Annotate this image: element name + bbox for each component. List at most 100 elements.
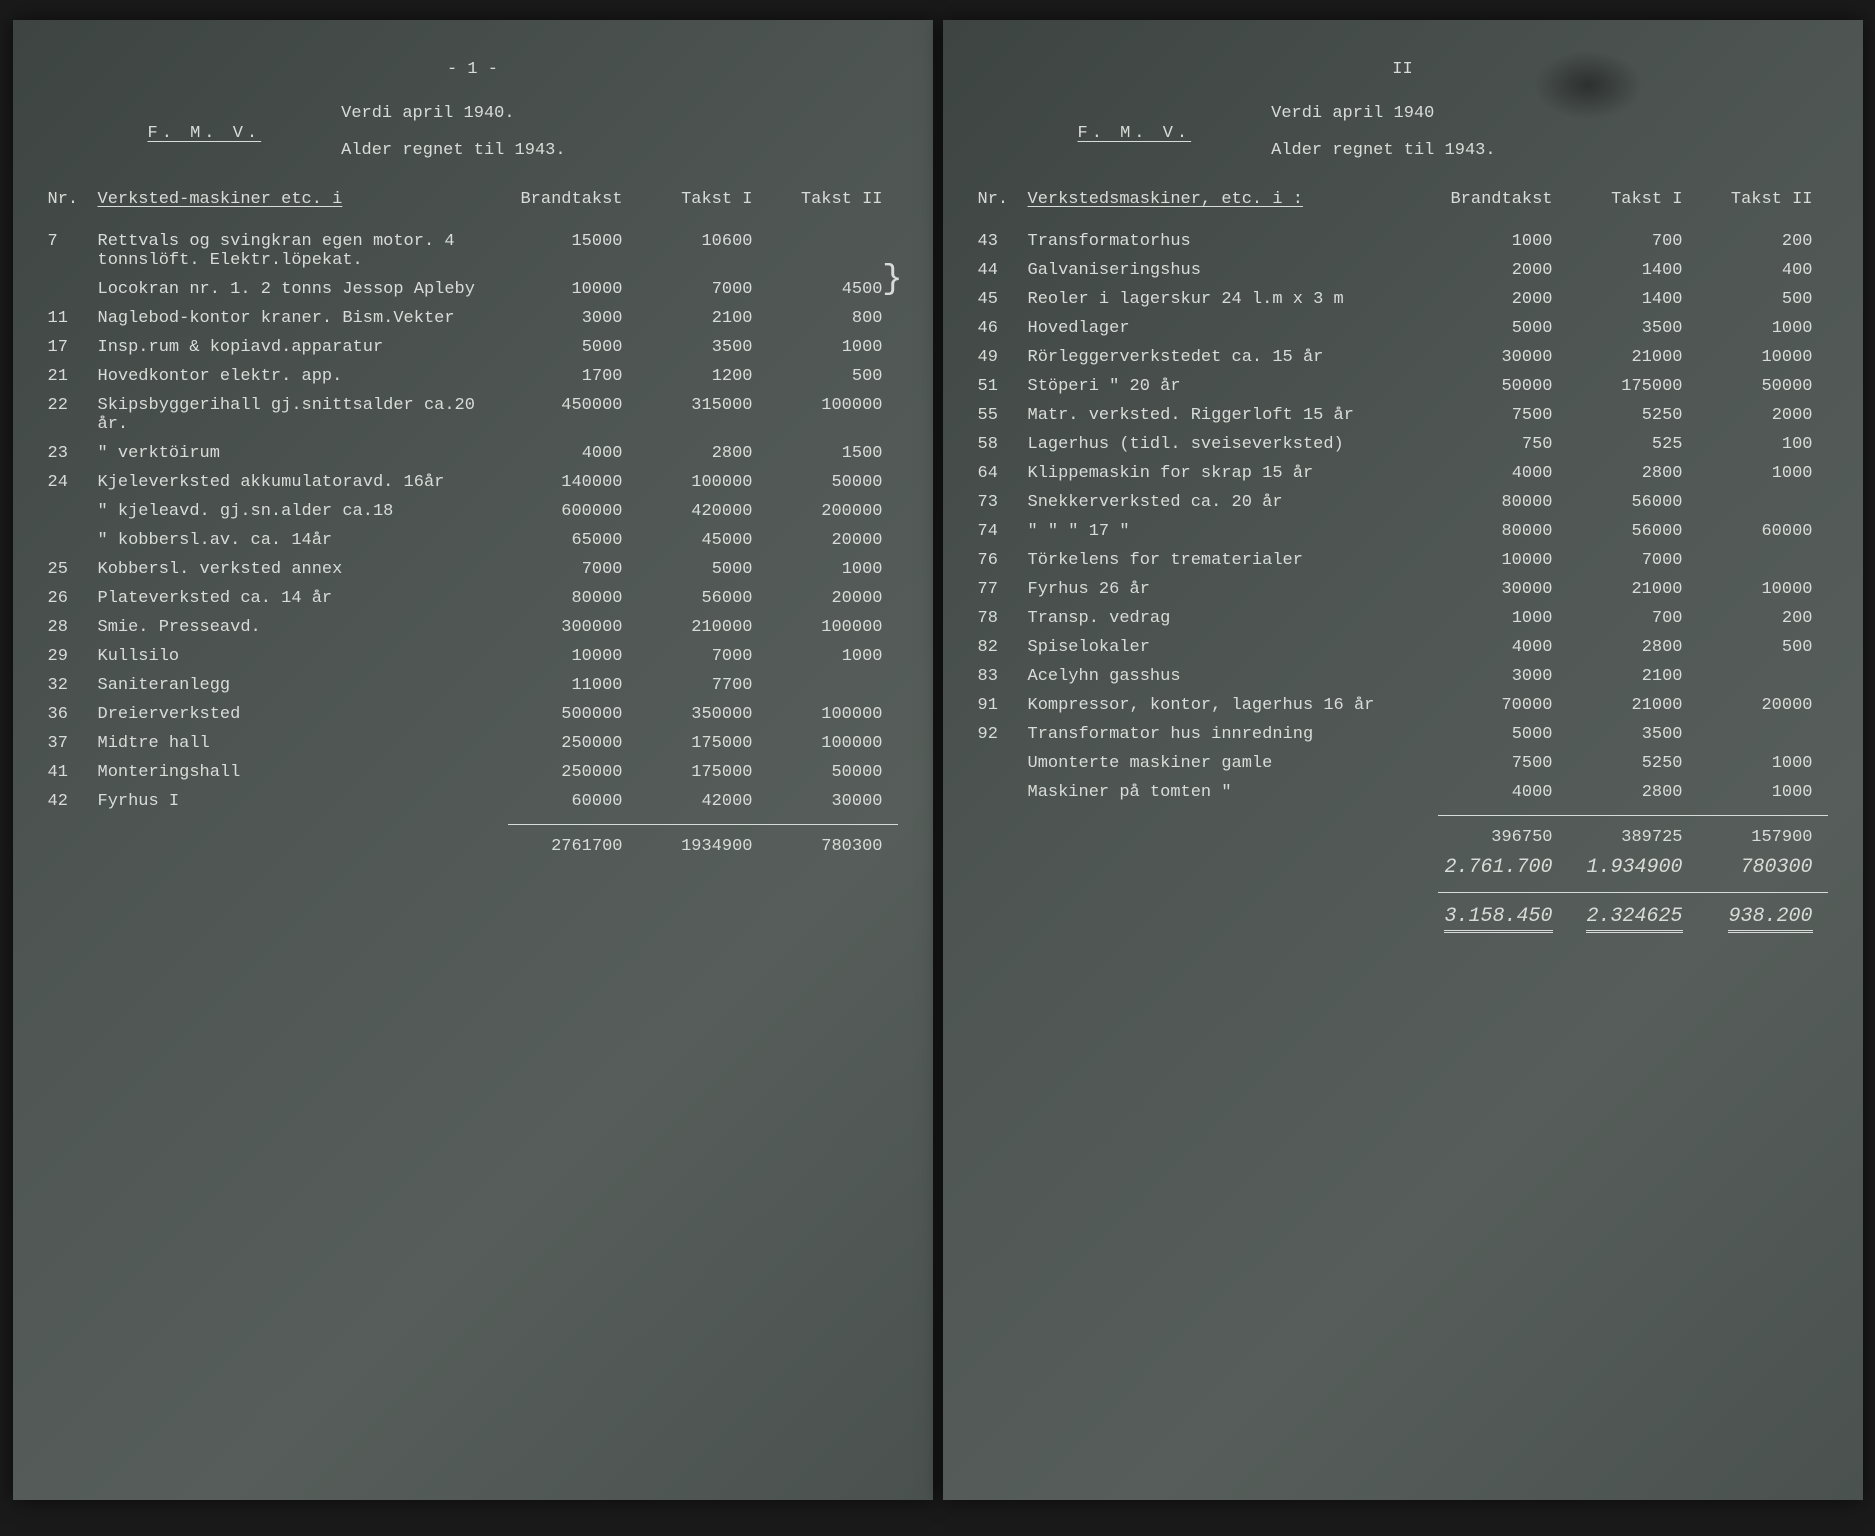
row-v2: 2800 [1568, 778, 1698, 807]
row-v1: 15000 [508, 227, 638, 275]
row-v3: 100000 [768, 729, 898, 758]
header-right-1: Verdi april 1940. Alder regnet til 1943. [341, 104, 565, 160]
row-v1: 65000 [508, 526, 638, 555]
row-desc: Dreierverksted [98, 700, 508, 729]
row-v2: 7000 [638, 642, 768, 671]
totals-rule-2 [1438, 815, 1828, 816]
row-v2: 7700 [638, 671, 768, 700]
row-v3 [1698, 662, 1828, 691]
row-nr [978, 778, 1028, 807]
row-v3: 1000 [1698, 314, 1828, 343]
row-nr: 23 [48, 439, 98, 468]
row-v1: 50000 [1438, 372, 1568, 401]
row-v3: 20000 [768, 526, 898, 555]
row-nr: 58 [978, 430, 1028, 459]
table-row: 83Acelyhn gasshus30002100 [978, 662, 1828, 691]
row-v2: 3500 [1568, 720, 1698, 749]
data-table-1: 7Rettvals og svingkran egen motor. 4 ton… [48, 227, 898, 816]
table-row: Umonterte maskiner gamle750052501000 [978, 749, 1828, 778]
row-v2: 2800 [1568, 633, 1698, 662]
col-brandtakst-1: Brandtakst [508, 190, 638, 209]
row-v2: 175000 [1568, 372, 1698, 401]
title-verdi-1: Verdi april 1940. [341, 104, 565, 123]
row-v1: 4000 [508, 439, 638, 468]
row-nr: 77 [978, 575, 1028, 604]
row-v1: 10000 [1438, 546, 1568, 575]
col-desc-1: Verksted-maskiner etc. i [98, 190, 508, 209]
row-v3: 1000 [768, 333, 898, 362]
table-row: 91Kompressor, kontor, lagerhus 16 år7000… [978, 691, 1828, 720]
totals-rule-1 [508, 824, 898, 825]
row-desc: Monteringshall [98, 758, 508, 787]
row-v2: 21000 [1568, 343, 1698, 372]
grand-v2: 2.324625 [1568, 901, 1698, 938]
row-v2: 7000 [638, 275, 768, 304]
table-row: 32Saniteranlegg110007700 [48, 671, 898, 700]
row-v2: 700 [1568, 604, 1698, 633]
table-row: 76Törkelens for trematerialer100007000 [978, 546, 1828, 575]
table-row: 42Fyrhus I600004200030000 [48, 787, 898, 816]
subtotal-v3: 157900 [1698, 824, 1828, 852]
row-v1: 600000 [508, 497, 638, 526]
fmv-label-2: F. M. V. [1078, 124, 1192, 160]
row-v2: 1400 [1568, 256, 1698, 285]
row-v3 [1698, 488, 1828, 517]
table-row: 43Transformatorhus1000700200 [978, 227, 1828, 256]
row-desc: Insp.rum & kopiavd.apparatur [98, 333, 508, 362]
row-v1: 30000 [1438, 575, 1568, 604]
table-row: 46Hovedlager500035001000 [978, 314, 1828, 343]
table-row: 24Kjeleverksted akkumulatoravd. 16år1400… [48, 468, 898, 497]
row-v1: 10000 [508, 275, 638, 304]
row-desc: Stöperi " 20 år [1028, 372, 1438, 401]
row-v3: 10000 [1698, 575, 1828, 604]
row-desc: Matr. verksted. Riggerloft 15 år [1028, 401, 1438, 430]
row-nr: 55 [978, 401, 1028, 430]
row-nr [48, 497, 98, 526]
row-v2: 2800 [638, 439, 768, 468]
table-row: 78Transp. vedrag1000700200 [978, 604, 1828, 633]
page-2: II F. M. V. Verdi april 1940 Alder regne… [943, 20, 1863, 1500]
row-v1: 10000 [508, 642, 638, 671]
row-v3: 1000 [768, 642, 898, 671]
col-takst1-2: Takst I [1568, 190, 1698, 209]
row-nr: 21 [48, 362, 98, 391]
row-desc: Reoler i lagerskur 24 l.m x 3 m [1028, 285, 1438, 314]
row-desc: " verktöirum [98, 439, 508, 468]
grand-table-2: 3.158.450 2.324625 938.200 [978, 901, 1828, 938]
row-desc: Smie. Presseavd. [98, 613, 508, 642]
row-nr: 41 [48, 758, 98, 787]
row-v3: 100000 [768, 613, 898, 642]
row-desc: Spiselokaler [1028, 633, 1438, 662]
row-v2: 525 [1568, 430, 1698, 459]
row-v2: 42000 [638, 787, 768, 816]
row-v3: 200000 [768, 497, 898, 526]
row-v3: 200 [1698, 227, 1828, 256]
row-nr: 91 [978, 691, 1028, 720]
row-v2: 5000 [638, 555, 768, 584]
row-v2: 45000 [638, 526, 768, 555]
row-nr: 83 [978, 662, 1028, 691]
row-desc: Transp. vedrag [1028, 604, 1438, 633]
col-takst1-1: Takst I [638, 190, 768, 209]
table-row: 21Hovedkontor elektr. app.17001200500 [48, 362, 898, 391]
subtotal-v1: 396750 [1438, 824, 1568, 852]
row-v1: 1700 [508, 362, 638, 391]
col-nr-2: Nr. [978, 190, 1028, 209]
row-desc: Kompressor, kontor, lagerhus 16 år [1028, 691, 1438, 720]
row-v2: 2100 [1568, 662, 1698, 691]
row-nr: 28 [48, 613, 98, 642]
row-v3: 200 [1698, 604, 1828, 633]
row-v1: 80000 [508, 584, 638, 613]
table-row: 92Transformator hus innredning50003500 [978, 720, 1828, 749]
row-v1: 4000 [1438, 459, 1568, 488]
row-nr: 25 [48, 555, 98, 584]
row-nr: 11 [48, 304, 98, 333]
row-nr [978, 749, 1028, 778]
row-nr: 82 [978, 633, 1028, 662]
row-nr: 42 [48, 787, 98, 816]
row-v2: 420000 [638, 497, 768, 526]
row-v3: 500 [768, 362, 898, 391]
row-nr: 7 [48, 227, 98, 275]
row-v3: 1000 [768, 555, 898, 584]
row-desc: Hovedkontor elektr. app. [98, 362, 508, 391]
